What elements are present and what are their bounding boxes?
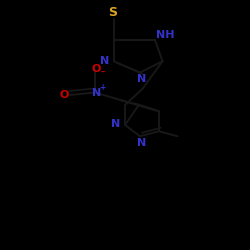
Text: O: O — [60, 90, 69, 100]
Text: –: – — [100, 68, 105, 77]
Text: NH: NH — [156, 30, 175, 40]
Text: +: + — [99, 84, 105, 92]
Text: N: N — [137, 74, 146, 84]
Text: S: S — [108, 6, 117, 19]
Text: N: N — [92, 88, 101, 98]
Text: N: N — [137, 138, 146, 147]
Text: N: N — [111, 119, 120, 129]
Text: N: N — [100, 56, 109, 66]
Text: O: O — [92, 64, 101, 74]
